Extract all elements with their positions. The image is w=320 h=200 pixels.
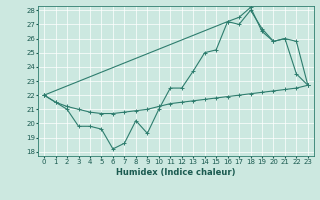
X-axis label: Humidex (Indice chaleur): Humidex (Indice chaleur): [116, 168, 236, 177]
